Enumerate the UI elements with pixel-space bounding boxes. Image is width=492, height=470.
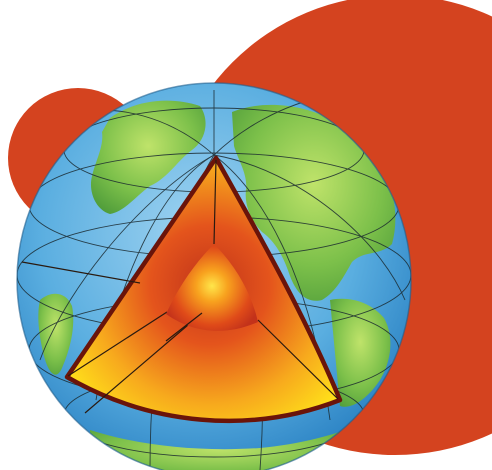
continent-eurasia — [232, 104, 396, 301]
continent-africa — [330, 298, 391, 407]
core-seam — [165, 312, 203, 342]
continent-south-america — [38, 293, 74, 375]
wedge-seams — [21, 159, 339, 414]
globe-rim — [16, 82, 412, 470]
cutaway-wedge — [21, 155, 343, 424]
core-layer — [166, 244, 258, 331]
